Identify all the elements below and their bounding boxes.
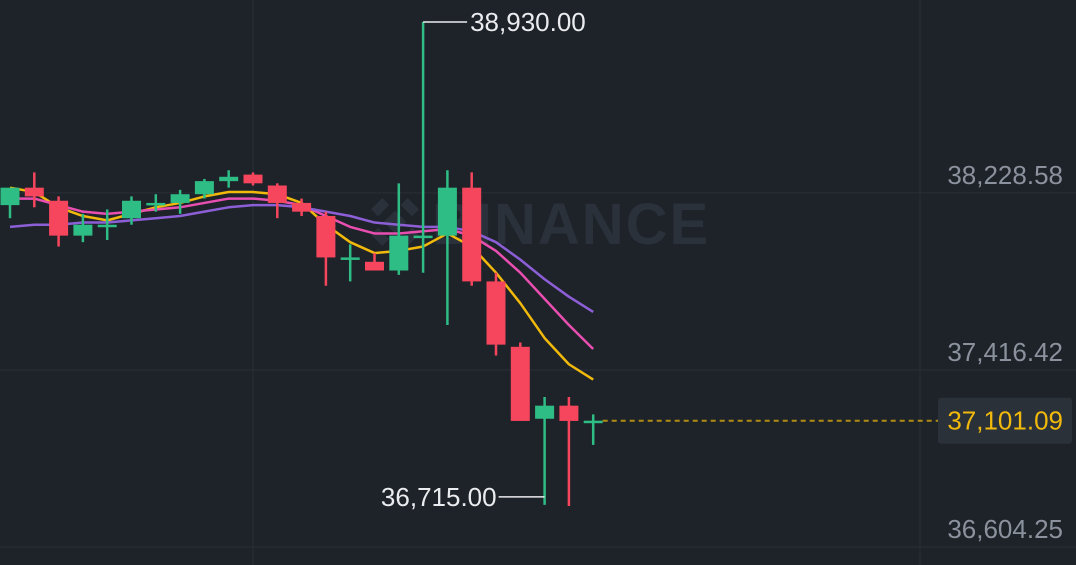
candle[interactable] [365,253,384,271]
candle[interactable] [170,189,190,214]
candle-body [73,224,93,236]
candle-body [535,405,555,419]
candles[interactable] [0,22,603,506]
last-price-badge [938,397,1072,444]
candle[interactable] [340,244,360,282]
candle[interactable] [243,172,263,186]
candle[interactable] [292,198,312,217]
candle[interactable] [510,342,530,421]
candle-body [49,200,69,236]
y-tick-label: 38,228.58 [947,160,1063,190]
candle-body [0,187,20,206]
candle-body [219,176,239,182]
low-marker-label: 36,715.00 [381,482,497,512]
candle-body [316,216,336,258]
candle-body [340,257,360,260]
candle-body [243,174,263,184]
candle-body [486,281,506,345]
candle-body [146,202,166,206]
high-marker-label: 38,930.00 [470,7,586,37]
candle[interactable] [462,172,482,286]
y-tick-label: 37,416.42 [947,337,1063,367]
candle-body [510,346,530,421]
candle[interactable] [194,178,214,199]
candle-body [267,185,287,203]
candle-body [583,420,603,424]
candle-body [292,202,312,212]
candle[interactable] [413,22,433,273]
candle[interactable] [219,170,239,188]
candle-body [462,187,482,282]
candle[interactable] [389,183,409,275]
candle-body [194,181,214,195]
candle[interactable] [583,414,603,445]
candle-body [97,224,117,228]
candle-body [365,261,384,271]
candle[interactable] [122,196,141,225]
candle[interactable] [437,170,457,326]
candle[interactable] [0,187,20,219]
candle[interactable] [97,209,117,240]
candle-body [24,187,44,197]
candle[interactable] [316,211,336,286]
y-tick-label: 36,604.25 [947,514,1063,544]
candle[interactable] [267,183,287,219]
candle-body [170,194,190,203]
candle[interactable] [559,396,579,506]
candle[interactable] [486,272,506,356]
low-marker: 36,715.00 [381,482,545,512]
high-marker: 38,930.00 [423,7,586,37]
candle[interactable] [535,396,555,505]
candle[interactable] [24,172,44,208]
candle-body [437,187,457,236]
candle-body [413,235,433,239]
candle[interactable] [146,194,166,212]
candle-body [559,405,579,421]
candle-body [122,200,141,219]
candle[interactable] [49,196,69,247]
last-price-label: 37,101.09 [947,406,1063,436]
candle[interactable] [73,213,93,243]
candle-body [389,235,409,271]
price-axis: 38,228.58 37,416.42 36,604.25 37,101.09 [938,160,1072,544]
